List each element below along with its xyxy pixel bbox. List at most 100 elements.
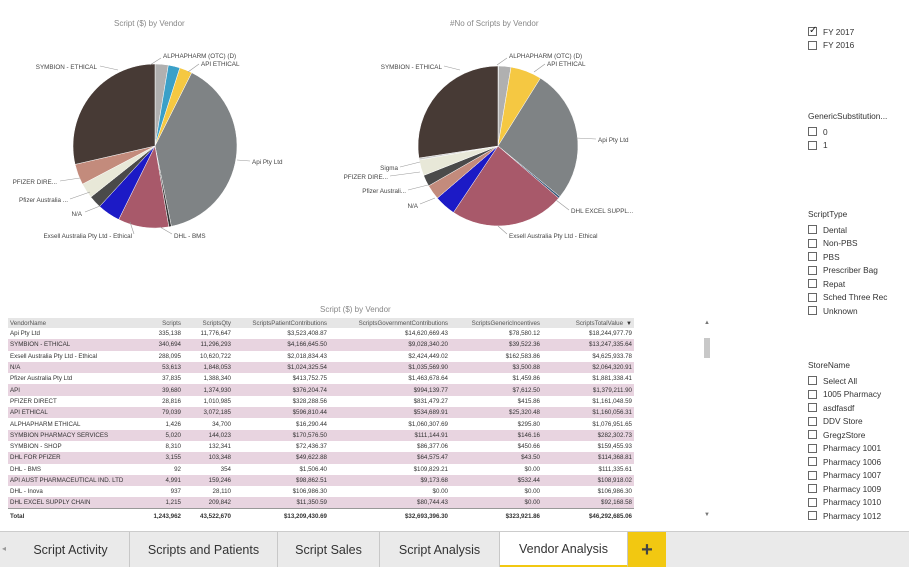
slicer-option[interactable]: DDV Store bbox=[808, 415, 881, 429]
tab-scripts-and-patients[interactable]: Scripts and Patients bbox=[130, 532, 278, 567]
slicer-option[interactable]: FY 2017 bbox=[808, 25, 854, 39]
table-row[interactable]: DHL EXCEL SUPPLY CHAIN 1,215 209,842 $11,35… bbox=[8, 497, 634, 509]
table-cell: 5,020 bbox=[143, 429, 183, 441]
table-cell: 11,776,647 bbox=[200, 330, 231, 338]
table-row[interactable]: N/A 53,613 1,848,053 $1,024,325.54 $1,035,56… bbox=[8, 361, 634, 374]
checkbox[interactable] bbox=[808, 470, 817, 480]
pie-slice[interactable] bbox=[453, 145, 560, 227]
column-header[interactable]: ScriptsPatientContributions bbox=[233, 318, 329, 328]
vendor-table[interactable]: VendorName Scripts ScriptsQty ScriptsPatien… bbox=[8, 318, 634, 523]
slice-label: N/A bbox=[72, 211, 83, 218]
slicer-option[interactable]: GregzStore bbox=[808, 428, 881, 442]
column-header[interactable]: ScriptsGovernmentContributions bbox=[329, 318, 450, 328]
checkbox[interactable] bbox=[808, 279, 817, 289]
checkbox[interactable] bbox=[808, 292, 817, 302]
checkbox[interactable] bbox=[808, 511, 817, 521]
table-total-row: Total 1,243,962 43,522,670 $13,209,430.69 $3… bbox=[8, 508, 634, 523]
slicer-option[interactable]: asdfasdf bbox=[808, 401, 881, 415]
checkbox[interactable] bbox=[808, 225, 817, 235]
pie-chart-script-count[interactable]: #No of Scripts by Vendor SYMBION - ETHIC… bbox=[340, 0, 670, 300]
slicer-option[interactable]: 1005 Pharmacy bbox=[808, 388, 881, 402]
pie-chart-svg[interactable]: SYMBION - ETHICAL ALPHAPHARM (OTC) (D)API… bbox=[0, 0, 320, 300]
slicer-script-type[interactable]: ScriptType Dental Non-PBS PBS Prescriber Ba… bbox=[808, 209, 887, 318]
slicer-option[interactable]: Pharmacy 1007 bbox=[808, 469, 881, 483]
checkbox[interactable] bbox=[808, 389, 817, 399]
table-row[interactable]: DHL - Inova 937 28,110 $106,986.30 $0.00 $0.0… bbox=[8, 486, 634, 497]
slicer-option[interactable]: Pharmacy 1001 bbox=[808, 442, 881, 456]
slicer-fiscal-year[interactable]: FY 2017 FY 2016 bbox=[808, 25, 854, 52]
pie-chart-script-value[interactable]: Script ($) by Vendor SYMBION - ETHICAL AL… bbox=[0, 0, 320, 300]
page-tabs: ◂ Script Activity Scripts and Patients S… bbox=[0, 531, 909, 567]
slicer-option[interactable]: 1 bbox=[808, 139, 887, 153]
add-page-button[interactable]: + bbox=[628, 532, 666, 567]
sort-desc-icon[interactable]: ▼ bbox=[626, 320, 632, 327]
table-row[interactable]: Exsell Australia Pty Ltd - Ethical 288,09… bbox=[8, 351, 634, 362]
column-header[interactable]: ScriptsTotalValue ▼ bbox=[542, 318, 634, 328]
table-cell: $162,583.86 bbox=[505, 352, 540, 360]
slicer-option[interactable]: Pharmacy 1010 bbox=[808, 496, 881, 510]
slicer-option[interactable]: PBS bbox=[808, 250, 887, 264]
slicer-option[interactable]: Pharmacy 1009 bbox=[808, 482, 881, 496]
table-row[interactable]: ALPHAPHARM ETHICAL 1,426 34,700 $16,290.44 $… bbox=[8, 418, 634, 429]
slicer-option[interactable]: FY 2016 bbox=[808, 39, 854, 53]
tab-script-activity[interactable]: Script Activity bbox=[12, 532, 130, 567]
table-row[interactable]: SYMBION - SHOP 8,310 132,341 $72,436.37 $86,… bbox=[8, 441, 634, 452]
slicer-option[interactable]: Non-PBS bbox=[808, 237, 887, 251]
slicer-option[interactable]: Pharmacy 1012 bbox=[808, 509, 881, 523]
slicer-option[interactable]: Dental bbox=[808, 223, 887, 237]
table-row[interactable]: API 39,680 1,374,930 $376,204.74 $994,139.77… bbox=[8, 384, 634, 396]
slicer-option[interactable]: Prescriber Bag bbox=[808, 264, 887, 278]
slicer-option[interactable]: Unknown bbox=[808, 304, 887, 318]
scroll-up-icon[interactable]: ▲ bbox=[704, 320, 710, 326]
slicer-generic-substitution[interactable]: GenericSubstitution... 0 1 bbox=[808, 111, 887, 152]
checkbox[interactable] bbox=[808, 457, 817, 467]
tab-scroll-left-icon[interactable]: ◂ bbox=[2, 544, 7, 553]
slicer-option-label: Select All bbox=[823, 375, 858, 386]
pie-chart-svg[interactable]: SYMBION - ETHICAL ALPHAPHARM (OTC) (D)API… bbox=[340, 0, 670, 300]
pie-slice[interactable] bbox=[417, 65, 499, 159]
checkbox[interactable] bbox=[808, 430, 817, 440]
checkbox[interactable] bbox=[808, 416, 817, 426]
checkbox[interactable] bbox=[808, 484, 817, 494]
tab-vendor-analysis[interactable]: Vendor Analysis bbox=[500, 532, 628, 567]
table-row[interactable]: DHL FOR PFIZER 3,155 103,348 $49,622.88 $64,… bbox=[8, 452, 634, 464]
checkbox[interactable] bbox=[808, 443, 817, 453]
pie-slice[interactable] bbox=[154, 72, 238, 227]
scroll-thumb[interactable] bbox=[704, 338, 710, 358]
column-header[interactable]: VendorName bbox=[8, 318, 143, 328]
checkbox[interactable] bbox=[808, 40, 817, 50]
checkbox[interactable] bbox=[808, 306, 817, 316]
table-row[interactable]: API ETHICAL 79,039 3,072,185 $596,810.44 $53… bbox=[8, 407, 634, 419]
checkbox[interactable] bbox=[808, 403, 817, 413]
slicer-option[interactable]: 0 bbox=[808, 125, 887, 139]
checkbox[interactable] bbox=[808, 376, 817, 386]
table-row[interactable]: SYMBION - ETHICAL 340,694 11,296,293 $4,166… bbox=[8, 339, 634, 351]
slicer-store-name[interactable]: StoreName Select All 1005 Pharmacy asdfasd… bbox=[808, 360, 881, 523]
column-header[interactable]: ScriptsQty bbox=[183, 318, 233, 328]
checkbox[interactable] bbox=[808, 252, 817, 262]
pie-slice[interactable] bbox=[72, 63, 156, 165]
table-row[interactable]: PFIZER DIRECT 28,816 1,010,985 $328,288.56 $… bbox=[8, 396, 634, 407]
checkbox[interactable] bbox=[808, 497, 817, 507]
tab-script-sales[interactable]: Script Sales bbox=[278, 532, 380, 567]
tab-script-analysis[interactable]: Script Analysis bbox=[380, 532, 500, 567]
column-header[interactable]: ScriptsGenericIncentives bbox=[450, 318, 542, 328]
slicer-option[interactable]: Sched Three Rec bbox=[808, 291, 887, 305]
slicer-option[interactable]: Select All bbox=[808, 374, 881, 388]
checkbox[interactable] bbox=[808, 265, 817, 275]
table-row[interactable]: SYMBION PHARMACY SERVICES 5,020 144,023 $17… bbox=[8, 429, 634, 441]
checkbox[interactable] bbox=[808, 140, 817, 150]
slicer-option[interactable]: Pharmacy 1006 bbox=[808, 455, 881, 469]
checkbox[interactable] bbox=[808, 238, 817, 248]
table-scrollbar[interactable]: ▲ ▼ bbox=[703, 320, 711, 520]
slicer-option[interactable]: Repat bbox=[808, 277, 887, 291]
checkbox[interactable] bbox=[808, 25, 817, 37]
scroll-down-icon[interactable]: ▼ bbox=[704, 512, 710, 518]
pie-slice[interactable] bbox=[497, 77, 579, 197]
table-row[interactable]: Pfizer Australia Pty Ltd 37,835 1,388,340 $… bbox=[8, 373, 634, 384]
table-row[interactable]: API AUST PHARMACEUTICAL IND. LTD 4,991 159… bbox=[8, 474, 634, 487]
column-header[interactable]: Scripts bbox=[143, 318, 183, 328]
checkbox[interactable] bbox=[808, 127, 817, 137]
table-row[interactable]: Api Pty Ltd 335,138 11,776,647 $3,523,408.8… bbox=[8, 328, 634, 339]
table-row[interactable]: DHL - BMS 92 354 $1,506.40 $109,829.21 $0.00 $… bbox=[8, 464, 634, 475]
